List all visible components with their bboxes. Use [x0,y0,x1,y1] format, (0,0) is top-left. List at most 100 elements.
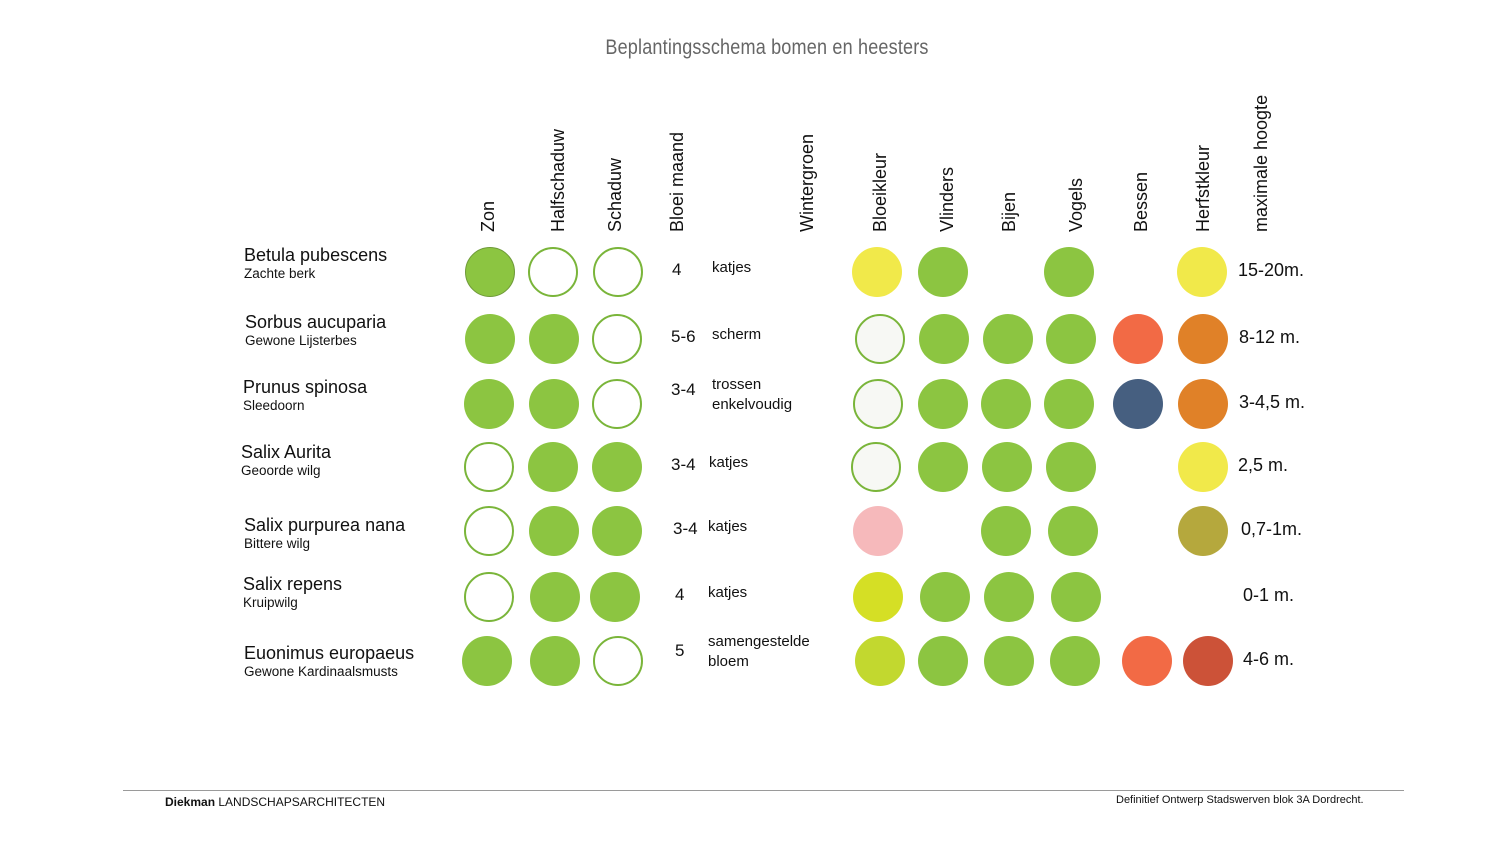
vogels-indicator [1046,314,1096,364]
bloei-maand-value: 5-6 [671,327,696,346]
bloei-note: trossen [712,376,762,393]
herfstkleur-indicator [1178,442,1228,492]
halfschaduw-indicator [530,636,580,686]
vogels-indicator [1046,442,1096,492]
column-header-schaduw: Schaduw [605,157,625,232]
footer-divider [123,790,1404,791]
bessen-indicator [1122,636,1172,686]
plant-latin-name: Salix purpurea nana [244,515,406,535]
plant-common-name: Gewone Lijsterbes [245,333,357,348]
zon-indicator [464,442,514,492]
column-header-bijen: Bijen [999,191,1019,232]
maximale-hoogte-value: 8-12 m. [1239,327,1301,347]
bijen-indicator [984,572,1034,622]
column-header-herfstkleur: Herfstkleur [1193,144,1213,232]
bloei-note: scherm [712,326,762,343]
zon-indicator [462,636,512,686]
bijen-indicator [981,379,1031,429]
plant-latin-name: Sorbus aucuparia [245,312,387,332]
footer-company: Diekman LANDSCHAPSARCHITECTEN [165,795,385,809]
schaduw-indicator [592,314,642,364]
plant-latin-name: Betula pubescens [244,245,388,265]
bloei-maand-value: 4 [675,585,685,604]
zon-indicator [464,506,514,556]
halfschaduw-indicator [528,247,578,297]
maximale-hoogte-value: 0-1 m. [1243,585,1295,605]
zon-indicator [465,314,515,364]
vogels-indicator [1051,572,1101,622]
halfschaduw-indicator [529,379,579,429]
vogels-indicator [1044,379,1094,429]
bloeikleur-indicator [852,247,902,297]
halfschaduw-indicator [528,442,578,492]
plant-latin-name: Salix Aurita [241,442,332,462]
vlinders-indicator [920,572,970,622]
bloei-maand-value: 4 [672,260,682,279]
bijen-indicator [982,442,1032,492]
vogels-indicator [1050,636,1100,686]
halfschaduw-indicator [529,506,579,556]
herfstkleur-indicator [1178,314,1228,364]
column-header-vlinders: Vlinders [937,166,957,232]
maximale-hoogte-value: 0,7-1m. [1241,519,1303,539]
schaduw-indicator [592,506,642,556]
plant-common-name: Sleedoorn [243,398,305,413]
zon-indicator [465,247,515,297]
bloeikleur-indicator [853,506,903,556]
column-header-maximale-hoogte: maximale hoogte [1251,94,1271,232]
page-title: Beplantingsschema bomen en heesters [605,36,929,59]
plant-common-name: Kruipwilg [243,595,298,610]
plant-common-name: Geoorde wilg [241,463,321,478]
plant-common-name: Bittere wilg [244,536,311,551]
maximale-hoogte-value: 15-20m. [1238,260,1305,280]
vlinders-indicator [918,379,968,429]
bloei-note: katjes [708,518,748,535]
column-header-bessen: Bessen [1131,171,1151,232]
halfschaduw-indicator [529,314,579,364]
bloei-note: katjes [708,584,748,601]
herfstkleur-indicator [1178,379,1228,429]
vogels-indicator [1048,506,1098,556]
bessen-indicator [1113,314,1163,364]
company-name: Diekman [165,795,216,809]
bloeikleur-indicator [853,379,903,429]
schaduw-indicator [592,442,642,492]
herfstkleur-indicator [1178,506,1228,556]
plant-common-name: Zachte berk [244,266,316,281]
herfstkleur-indicator [1183,636,1233,686]
bloeikleur-indicator [853,572,903,622]
column-header-zon: Zon [478,200,498,232]
column-header-bloei-maand: Bloei maand [667,131,687,232]
maximale-hoogte-value: 3-4,5 m. [1239,392,1306,412]
bloei-note: katjes [709,454,749,471]
halfschaduw-indicator [530,572,580,622]
vlinders-indicator [919,314,969,364]
bloei-maand-value: 5 [675,641,685,660]
bessen-indicator [1113,379,1163,429]
schaduw-indicator [593,636,643,686]
bloei-maand-value: 3-4 [671,380,696,399]
bijen-indicator [984,636,1034,686]
zon-indicator [464,379,514,429]
bloeikleur-indicator [855,314,905,364]
column-header-wintergroen: Wintergroen [797,133,817,232]
vlinders-indicator [918,636,968,686]
bloei-note: samengestelde [708,633,810,650]
column-header-vogels: Vogels [1066,177,1086,232]
herfstkleur-indicator [1177,247,1227,297]
vlinders-indicator [918,442,968,492]
plant-common-name: Gewone Kardinaalsmusts [244,664,398,679]
bloei-note-2: enkelvoudig [712,396,793,413]
column-header-halfschaduw: Halfschaduw [548,128,568,232]
company-subtitle: LANDSCHAPSARCHITECTEN [218,795,386,809]
schaduw-indicator [593,247,643,297]
footer-project: Definitief Ontwerp Stadswerven blok 3A D… [1116,794,1364,806]
maximale-hoogte-value: 4-6 m. [1243,649,1295,669]
plant-latin-name: Salix repens [243,574,343,594]
bloei-maand-value: 3-4 [671,455,696,474]
vogels-indicator [1044,247,1094,297]
vlinders-indicator [918,247,968,297]
bloeikleur-indicator [855,636,905,686]
column-header-bloeikleur: Bloeikleur [870,152,890,232]
plant-latin-name: Prunus spinosa [243,377,368,397]
